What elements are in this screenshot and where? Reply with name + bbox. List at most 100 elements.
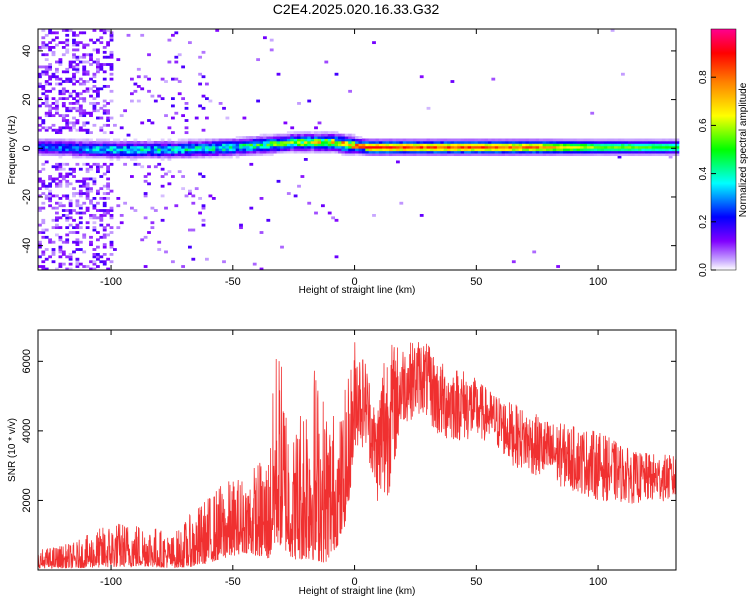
snr-frame — [37, 329, 677, 571]
spectrogram-cell — [171, 148, 175, 152]
spectrogram-cell — [641, 143, 646, 147]
spectrogram-cell — [44, 72, 49, 76]
spectrogram-cell — [532, 153, 537, 157]
spectrogram-cell — [68, 145, 73, 149]
spectrogram-cell — [48, 240, 53, 244]
spectrogram-cell — [505, 138, 509, 142]
spectrogram-cell — [61, 53, 66, 57]
spectrogram-cell — [55, 206, 59, 210]
spectrogram-cell — [307, 201, 312, 205]
spectrogram-cell — [41, 46, 46, 49]
spectrogram-cell — [508, 141, 513, 144]
spectrogram-cell — [92, 255, 97, 259]
spectrogram-cell — [136, 141, 141, 144]
spectrogram-cell — [160, 167, 165, 171]
spectrogram-cell — [491, 77, 496, 81]
spectrogram-cell — [51, 114, 56, 118]
spectrogram-cell — [150, 150, 155, 154]
spectrogram-cell — [72, 150, 76, 154]
spectrogram-cell — [191, 145, 196, 149]
spectrogram-cell — [505, 148, 509, 152]
spectrogram-cell — [102, 99, 107, 103]
spectrogram-cell — [116, 153, 121, 157]
spectrogram-cell — [658, 138, 663, 142]
spectrogram-cell — [546, 150, 550, 154]
spectrogram-cell — [307, 136, 312, 139]
spectrogram-cell — [522, 143, 526, 147]
spectrogram-cell — [188, 138, 192, 142]
spectrogram-cell — [566, 138, 571, 142]
spectrogram-cell — [85, 155, 90, 159]
spectrogram-cell — [556, 265, 561, 268]
spectrogram-cell — [99, 65, 104, 69]
spectrogram-cell — [321, 145, 325, 149]
spectrogram-cell — [160, 138, 165, 142]
spectrogram-cell — [593, 148, 598, 152]
spectrogram-cell — [109, 260, 114, 264]
spectrogram-cell — [423, 145, 428, 149]
spectrogram-cell — [563, 138, 567, 142]
spectrogram-cell — [96, 92, 100, 96]
spectrogram-cell — [443, 153, 448, 157]
spectrogram-cell — [658, 143, 663, 147]
spectrogram-cell — [51, 177, 56, 181]
spectrogram-cell — [525, 141, 530, 144]
spectrogram-cell — [96, 102, 100, 105]
spectrogram-cell — [41, 153, 46, 157]
spectrogram-cell — [273, 138, 278, 142]
spectrogram-cell — [569, 145, 574, 149]
spectrogram-cell — [590, 150, 595, 154]
spectrogram-cell — [542, 150, 547, 154]
spectrogram-cell — [51, 72, 56, 76]
spectrogram-cell — [494, 150, 499, 154]
spectrogram-cell — [344, 148, 349, 152]
spectrogram-cell — [160, 153, 165, 157]
spectrogram-cell — [85, 43, 90, 47]
spectrogram-cell — [228, 145, 233, 149]
spectrogram-cell — [225, 150, 230, 154]
spectrogram-cell — [334, 136, 339, 139]
spectrogram-cell — [232, 145, 237, 149]
spectrogram-cell — [334, 133, 339, 137]
spectrogram-cell — [586, 145, 591, 149]
spectrogram-cell — [331, 150, 336, 154]
spectrogram-cell — [61, 89, 66, 93]
spectrogram-cell — [82, 128, 87, 132]
spectrogram-cell — [85, 209, 90, 212]
spectrogram-cell — [89, 177, 93, 181]
spectrogram-cell — [321, 133, 325, 137]
spectrogram-cell — [174, 141, 179, 144]
spectrogram-cell — [38, 265, 42, 268]
spectrogram-cell — [184, 145, 189, 149]
spectrogram-cell — [208, 153, 213, 157]
spectrogram-cell — [147, 141, 151, 144]
spectrogram-cell — [573, 148, 578, 152]
spectrogram-cell — [150, 226, 155, 230]
spectrogram-cell — [552, 153, 557, 157]
spectrogram-cell — [344, 136, 349, 139]
spectrogram-cell — [252, 150, 257, 154]
spectrogram-cell — [484, 138, 489, 142]
spectrogram-cell — [590, 145, 595, 149]
spectrogram-cell — [65, 77, 70, 81]
spectrogram-cell — [82, 182, 87, 186]
spectrogram-cell — [627, 153, 632, 157]
spectrogram-cell — [235, 148, 240, 152]
spectrogram-cell — [603, 143, 608, 147]
spectrogram-cell — [99, 223, 104, 227]
spectrogram-cell — [641, 150, 646, 154]
spectrogram-cell — [130, 155, 134, 159]
spectrogram-cell — [68, 121, 73, 125]
spectrogram-cell — [246, 141, 250, 144]
spectrogram-cell — [314, 211, 318, 215]
spectrogram-cell — [89, 214, 93, 217]
spectrogram-cell — [58, 204, 63, 208]
spectrogram-cell — [665, 138, 670, 142]
spectrogram-cell — [184, 194, 189, 198]
spectrogram-cell — [460, 138, 465, 142]
snr-y-axis-label: SNR (10 * v/v) — [7, 418, 18, 482]
spectrogram-cell — [293, 148, 298, 152]
spectrogram-cell — [96, 192, 100, 195]
spectrogram-cell — [286, 150, 291, 154]
spectrogram-cell — [181, 141, 186, 144]
